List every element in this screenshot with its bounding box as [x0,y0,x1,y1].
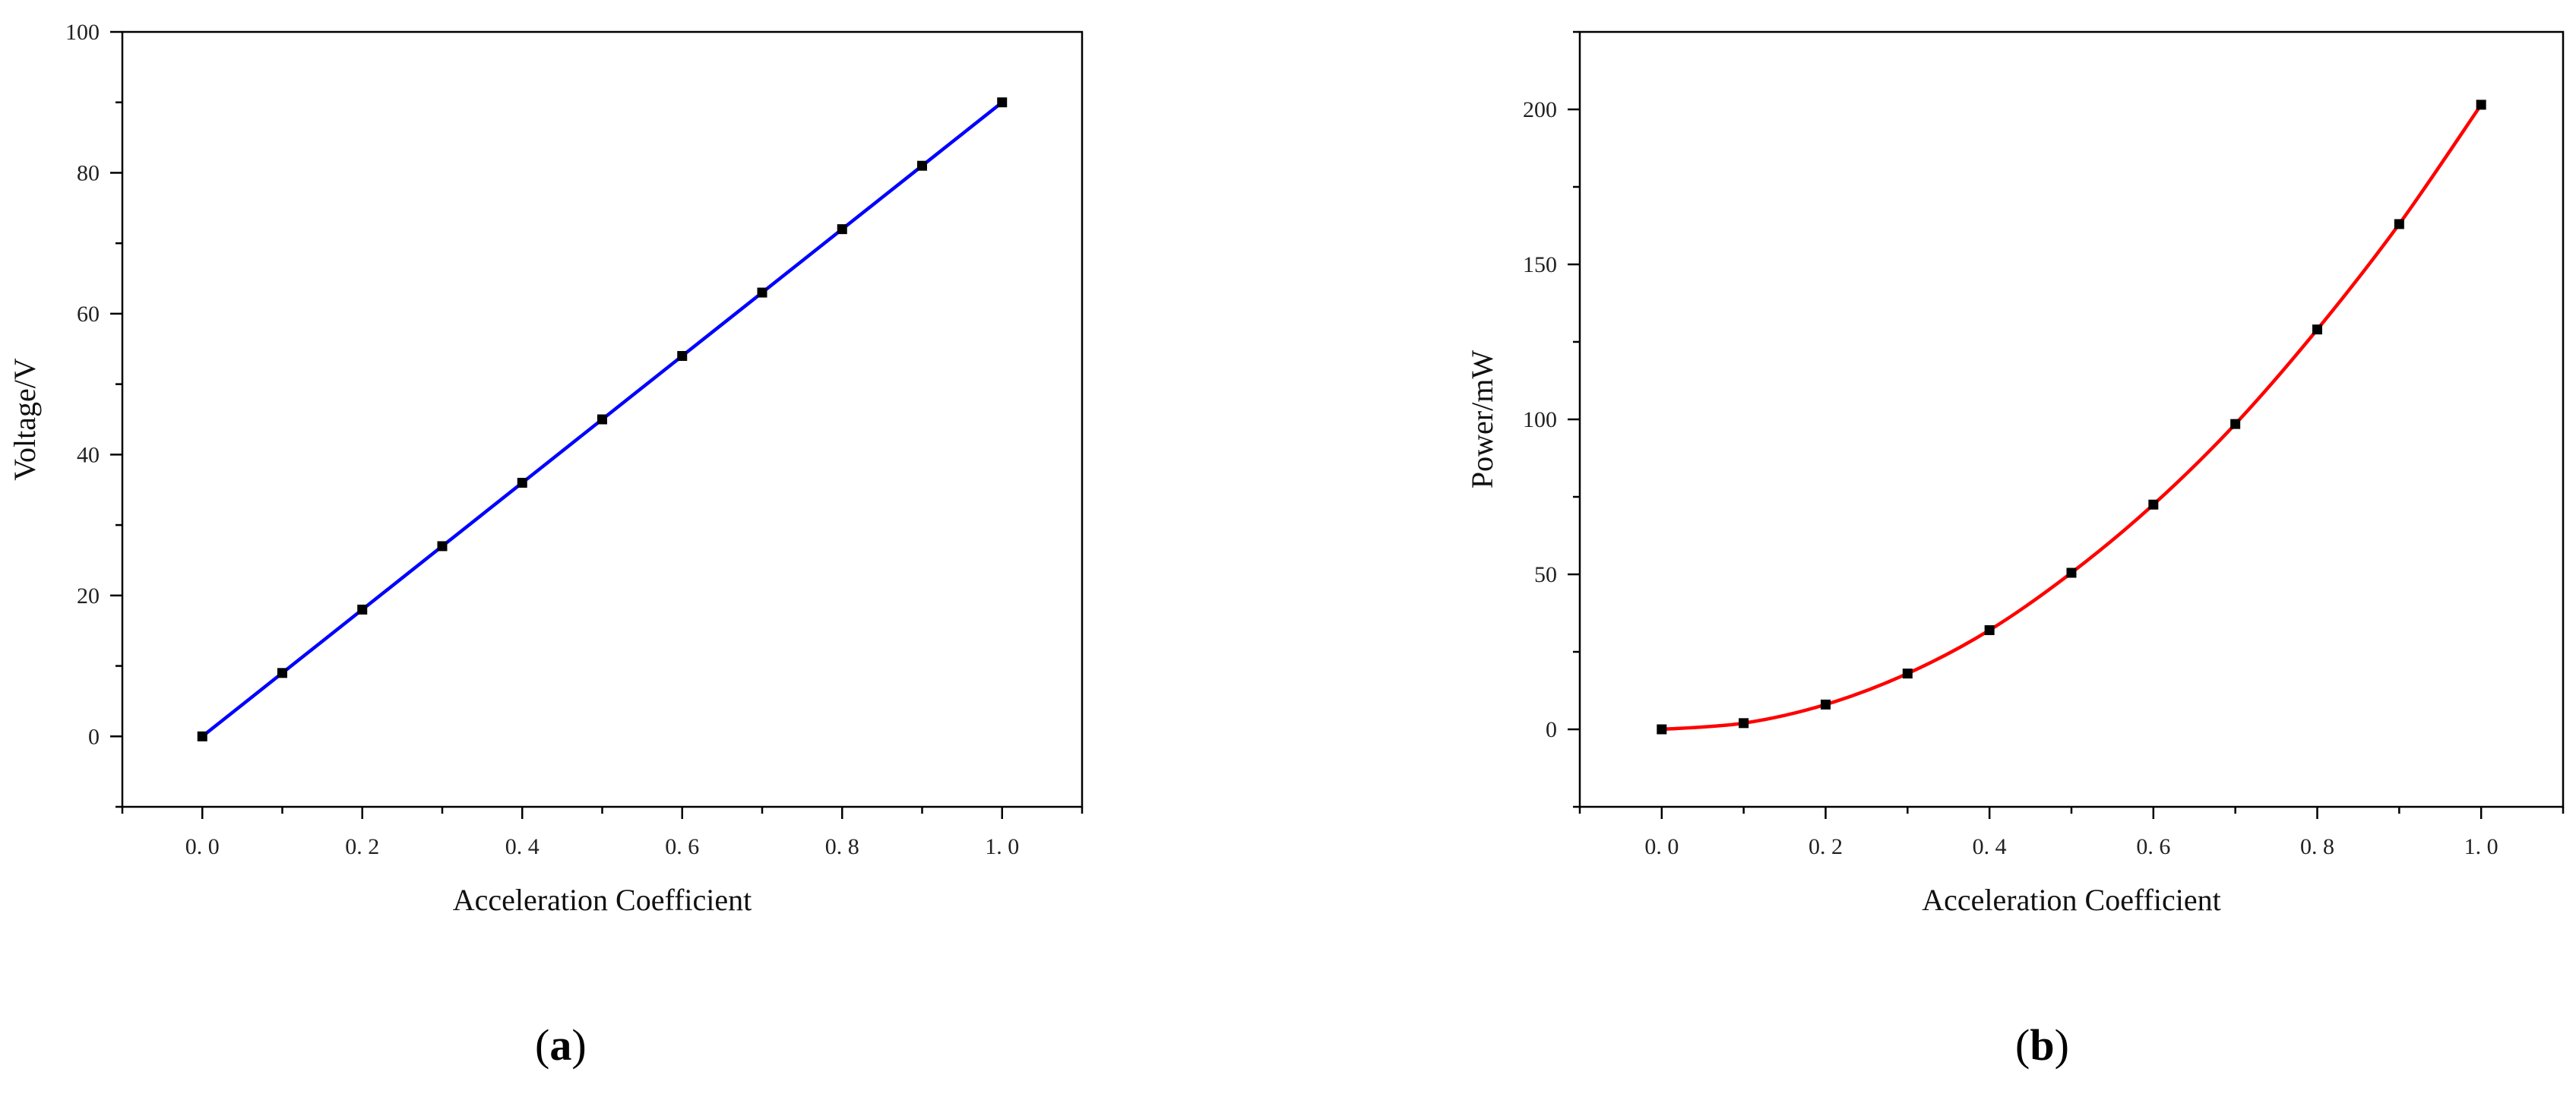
y-tick-label: 40 [77,442,100,467]
data-point [197,731,207,741]
x-tick-label: 0. 6 [665,834,699,859]
y-tick-label: 100 [65,20,100,45]
data-point [1902,669,1913,679]
x-axis-title: Acceleration Coefficient [1922,883,2221,917]
y-tick-label: 200 [1523,97,1557,122]
panel-label-b: (b) [2015,1020,2069,1070]
plot-frame [1578,30,2565,808]
x-tick-label: 0. 2 [1809,834,1843,859]
data-point [2312,324,2322,335]
data-point [277,668,287,678]
y-tick-label: 0 [1546,717,1557,742]
x-tick-label: 0. 0 [1644,834,1679,859]
y-tick-label: 100 [1523,407,1557,432]
y-tick-label: 20 [77,583,100,609]
x-tick-label: 0. 2 [345,834,379,859]
data-point [2230,419,2241,429]
data-point [917,160,927,171]
x-tick-label: 0. 0 [185,834,220,859]
x-tick-label: 0. 6 [2136,834,2170,859]
x-tick-label: 0. 8 [825,834,859,859]
y-axis-title: Voltage/V [8,358,42,481]
chart-a: 0. 0 0. 2 0. 4 0. 6 0. 8 1. 0 0 20 40 60 80 100 Acce… [8,20,1084,917]
data-point [757,287,767,298]
x-tick-label: 1. 0 [2464,834,2498,859]
x-tick-label: 0. 8 [2300,834,2334,859]
data-point [517,477,527,488]
panel-label-a: (a) [535,1020,587,1070]
chart-b: 0. 0 0. 2 0. 4 0. 6 0. 8 1. 0 0 50 100 150 200 Acce… [1465,30,2565,917]
data-point [1821,699,1831,710]
data-point [1984,624,1995,635]
data-point [2066,568,2077,578]
data-point [357,604,368,615]
data-point [2148,499,2159,510]
data-point [597,414,607,425]
y-tick-label: 60 [77,302,100,327]
data-point [1657,724,1667,735]
data-point [2394,219,2404,229]
y-tick-label: 80 [77,160,100,185]
data-point [837,224,847,235]
data-point [1739,718,1749,729]
y-tick-label: 0 [88,724,100,749]
data-point [2476,100,2486,110]
series-line [1661,103,2483,732]
data-point [437,541,448,552]
x-tick-label: 0. 4 [1973,834,2007,859]
data-point [997,97,1008,108]
x-tick-label: 1. 0 [985,834,1019,859]
data-point [677,351,688,362]
x-axis-title: Acceleration Coefficient [453,883,752,917]
y-tick-label: 150 [1523,252,1557,277]
y-tick-label: 50 [1534,562,1557,587]
y-axis-title: Power/mW [1465,350,1499,489]
x-tick-label: 0. 4 [505,834,540,859]
